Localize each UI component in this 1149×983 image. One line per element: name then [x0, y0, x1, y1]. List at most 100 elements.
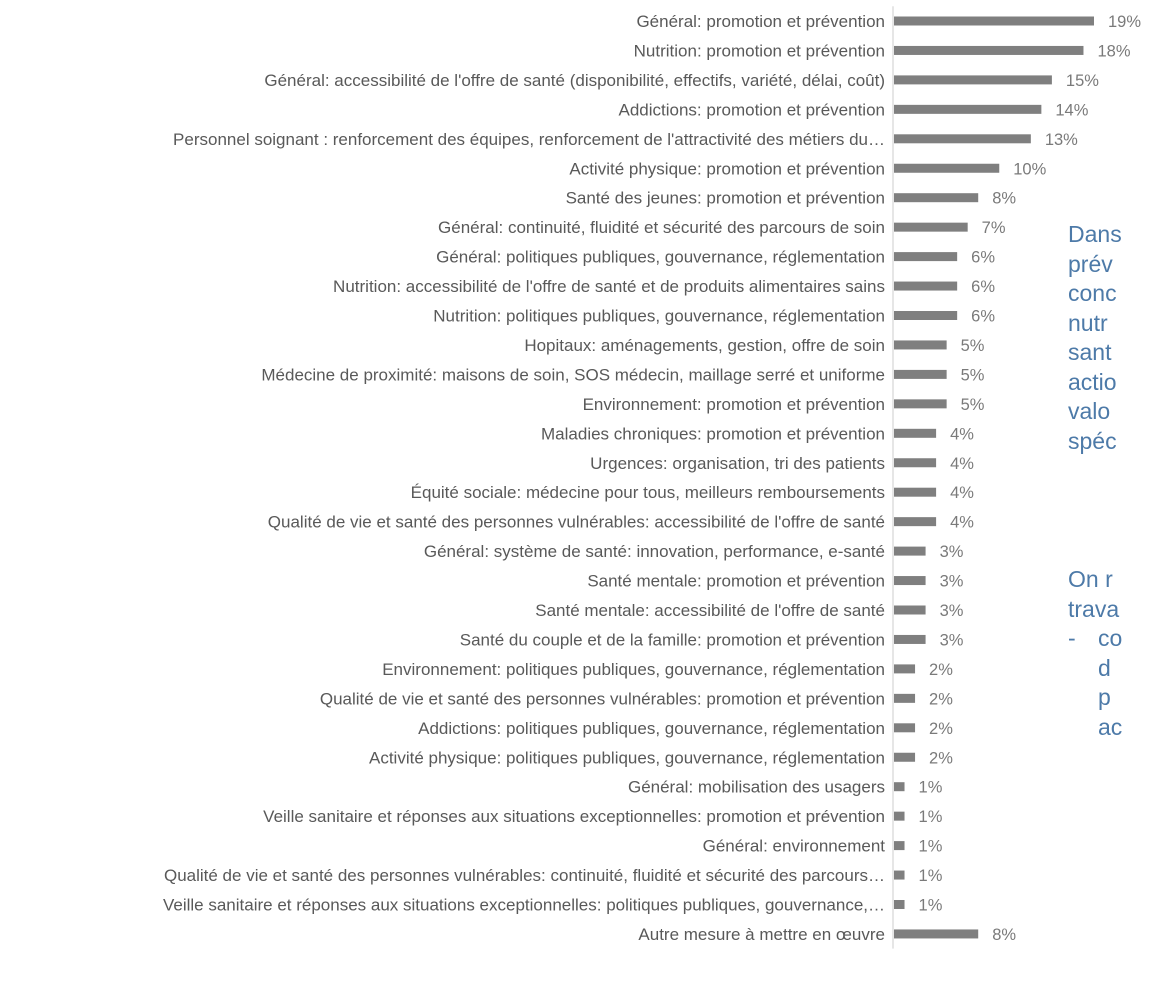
- category-label: Nutrition: accessibilité de l'offre de s…: [333, 277, 885, 296]
- category-label: Santé mentale: accessibilité de l'offre …: [535, 601, 885, 620]
- side-text-line: p: [1098, 684, 1111, 710]
- category-label: Général: système de santé: innovation, p…: [424, 542, 885, 561]
- category-label: Santé des jeunes: promotion et préventio…: [566, 189, 885, 208]
- data-label: 6%: [971, 278, 995, 296]
- bar: [894, 163, 1000, 173]
- bar: [894, 841, 905, 851]
- bar: [894, 546, 926, 556]
- data-label: 1%: [919, 897, 943, 915]
- data-label: 3%: [940, 602, 964, 620]
- bar: [894, 870, 905, 880]
- side-text-line: ac: [1098, 713, 1123, 740]
- bar: [894, 458, 937, 468]
- side-text-line: spéc: [1068, 427, 1117, 454]
- data-label: 3%: [940, 543, 964, 561]
- data-label: 6%: [971, 249, 995, 267]
- side-text-line: Dans: [1068, 221, 1122, 247]
- bar: [894, 134, 1031, 144]
- category-label: Environnement: promotion et prévention: [583, 395, 885, 414]
- category-label: Environnement: politiques publiques, gou…: [382, 660, 885, 679]
- category-label: Qualité de vie et santé des personnes vu…: [164, 866, 885, 885]
- bar: [894, 929, 979, 939]
- bar: [894, 723, 916, 733]
- bar: [894, 752, 916, 762]
- category-label: Général: politiques publiques, gouvernan…: [436, 248, 885, 267]
- bar: [894, 399, 947, 409]
- category-label: Personnel soignant : renforcement des éq…: [173, 130, 885, 149]
- data-label: 5%: [961, 366, 985, 384]
- data-label: 4%: [950, 484, 974, 502]
- category-label: Général: promotion et prévention: [636, 12, 885, 31]
- bar: [894, 664, 916, 674]
- bar: [894, 900, 905, 909]
- data-label: 3%: [940, 573, 964, 591]
- bar: [894, 104, 1042, 114]
- bar: [894, 222, 968, 232]
- category-label: Général: continuité, fluidité et sécurit…: [438, 218, 885, 237]
- category-label: Activité physique: promotion et préventi…: [569, 159, 885, 178]
- data-label: 4%: [950, 514, 974, 532]
- side-text-line: On r: [1068, 566, 1113, 592]
- category-label: Urgences: organisation, tri des patients: [590, 454, 885, 473]
- bar: [894, 693, 916, 703]
- data-label: 8%: [992, 926, 1016, 944]
- data-label: 13%: [1045, 131, 1078, 149]
- side-paragraph-1: Dans prév conc nutr sant actio valo spéc: [1068, 220, 1122, 456]
- data-label: 1%: [919, 779, 943, 797]
- category-label: Qualité de vie et santé des personnes vu…: [320, 689, 885, 708]
- category-label: Hopitaux: aménagements, gestion, offre d…: [524, 336, 885, 355]
- data-label: 19%: [1108, 13, 1141, 31]
- bar: [894, 634, 926, 644]
- data-label: 5%: [961, 396, 985, 414]
- data-label: 4%: [950, 455, 974, 473]
- bar: [894, 428, 937, 438]
- side-text-line: actio: [1068, 368, 1117, 395]
- data-label: 18%: [1097, 42, 1130, 60]
- bar: [894, 311, 958, 320]
- side-bullet-line: p: [1068, 683, 1122, 713]
- bullet-dash: -: [1068, 625, 1076, 651]
- bar: [894, 487, 937, 497]
- category-label: Veille sanitaire et réponses aux situati…: [163, 896, 885, 915]
- data-label: 2%: [929, 720, 953, 738]
- category-label: Autre mesure à mettre en œuvre: [638, 925, 885, 944]
- data-label: 2%: [929, 749, 953, 767]
- bar: [894, 193, 979, 203]
- side-text-line: valo: [1068, 398, 1111, 424]
- data-label: 4%: [950, 425, 974, 443]
- category-label: Addictions: politiques publiques, gouver…: [418, 719, 885, 738]
- category-label: Qualité de vie et santé des personnes vu…: [268, 513, 885, 532]
- data-label: 15%: [1066, 72, 1099, 90]
- data-label: 6%: [971, 308, 995, 326]
- bar: [894, 281, 958, 291]
- bar: [894, 45, 1084, 55]
- category-label: Général: environnement: [703, 837, 886, 856]
- data-label: 2%: [929, 690, 953, 708]
- side-text-line: nutr: [1068, 309, 1108, 336]
- category-label: Général: accessibilité de l'offre de san…: [264, 71, 885, 90]
- category-label: Général: mobilisation des usagers: [628, 778, 885, 797]
- bar: [894, 605, 926, 615]
- data-label: 1%: [919, 867, 943, 885]
- category-label: Addictions: promotion et prévention: [619, 100, 886, 119]
- category-label: Santé mentale: promotion et prévention: [587, 572, 885, 591]
- data-label: 2%: [929, 661, 953, 679]
- side-text-line: sant: [1068, 339, 1112, 365]
- side-text-line: co: [1098, 625, 1123, 651]
- side-bullet-line: d: [1068, 654, 1122, 684]
- bar: [894, 369, 947, 379]
- data-label: 10%: [1013, 160, 1046, 178]
- side-paragraph-2: On r trava - co d p ac: [1068, 565, 1122, 742]
- bar: [894, 576, 926, 586]
- category-label: Médecine de proximité: maisons de soin, …: [261, 365, 885, 384]
- side-text-line: trava: [1068, 595, 1120, 622]
- data-label: 7%: [982, 219, 1006, 237]
- bar: [894, 252, 958, 262]
- side-text-line: prév: [1068, 250, 1113, 277]
- bar: [894, 75, 1052, 85]
- data-label: 8%: [992, 190, 1016, 208]
- bar: [894, 517, 937, 527]
- data-label: 1%: [919, 838, 943, 856]
- bar: [894, 340, 947, 350]
